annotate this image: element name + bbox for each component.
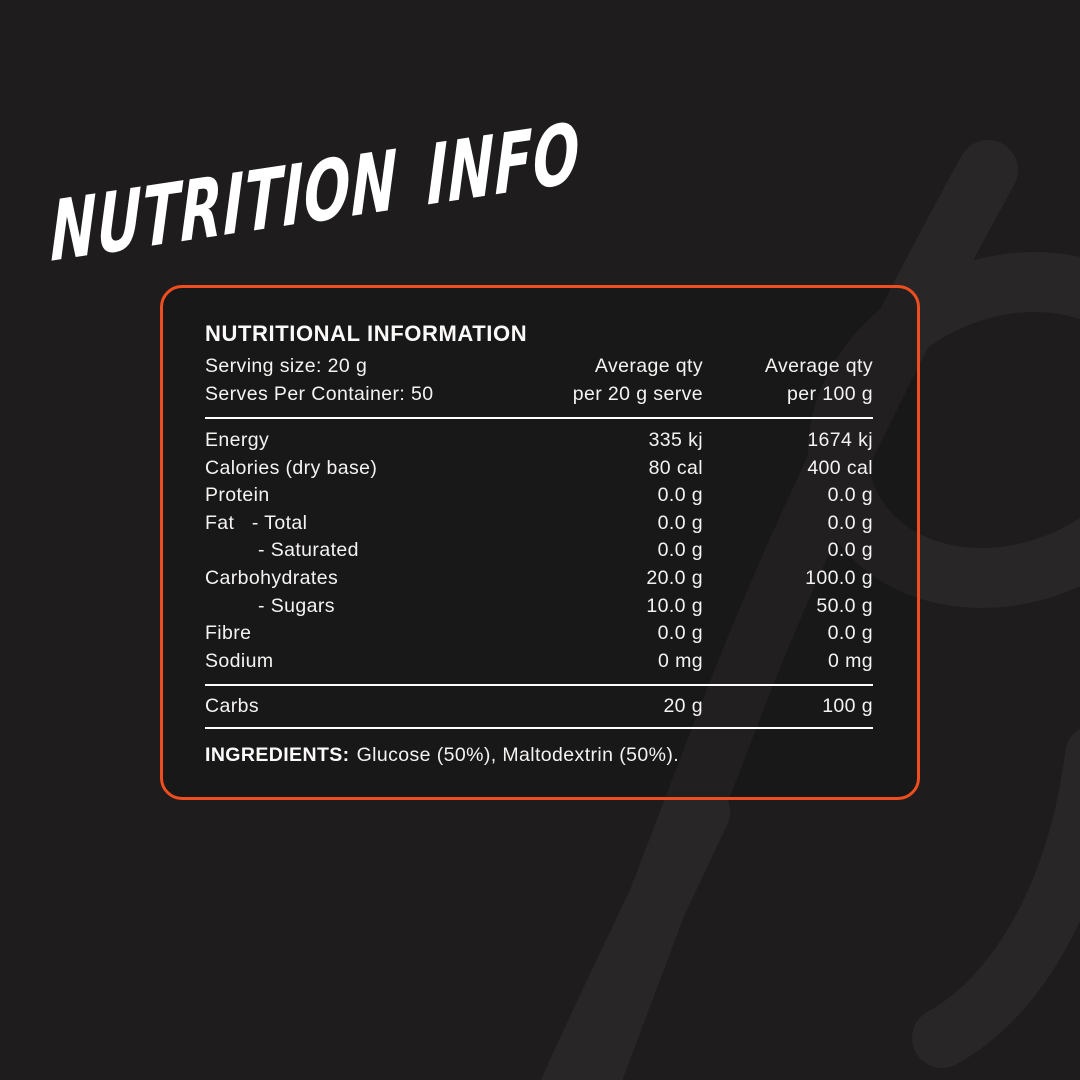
- column-header-per-100g: Average qty per 100 g: [703, 353, 873, 408]
- row-value-per-serve: 0.0 g: [657, 622, 703, 645]
- table-row: Fibre 0.0 g 0.0 g: [205, 620, 873, 648]
- row-value-per-100g: 400 cal: [807, 456, 873, 479]
- row-label: Fibre: [205, 622, 252, 645]
- table-row: Energy 335 kj 1674 kj: [205, 427, 873, 455]
- row-value-per-100g: 100.0 g: [805, 566, 873, 589]
- table-row: Carbohydrates 20.0 g 100.0 g: [205, 565, 873, 593]
- row-value-per-100g: 50.0 g: [816, 594, 873, 617]
- ingredients-line: INGREDIENTS: Glucose (50%), Maltodextrin …: [205, 742, 873, 768]
- summary-row: Carbs 20 g 100 g: [205, 686, 873, 727]
- row-label: - Saturated: [258, 539, 359, 562]
- serving-size-text: Serving size: 20 g: [205, 355, 368, 377]
- row-value-per-serve: 0 mg: [658, 649, 703, 672]
- row-value-per-100g: 0.0 g: [827, 511, 873, 534]
- row-value-per-100g: 0 mg: [828, 649, 873, 672]
- table-row: Fat - Total 0.0 g 0.0 g: [205, 510, 873, 538]
- serving-info: Serving size: 20 g Serves Per Container:…: [205, 353, 553, 408]
- summary-value-per-serve: 20 g: [663, 695, 703, 718]
- panel-subheader: Serving size: 20 g Serves Per Container:…: [205, 353, 873, 408]
- table-row: - Sugars 10.0 g 50.0 g: [205, 593, 873, 621]
- row-value-per-serve: 10.0 g: [646, 594, 703, 617]
- row-value-per-serve: 335 kj: [648, 429, 703, 451]
- divider: [205, 684, 873, 687]
- divider: [205, 727, 873, 730]
- per-serve-header-line1: Average qty: [594, 355, 703, 377]
- row-value-per-serve: 0.0 g: [657, 484, 703, 507]
- row-value-per-100g: 0.0 g: [827, 622, 873, 645]
- row-label: Sodium: [205, 649, 274, 672]
- row-value-per-100g: 1674 kj: [807, 429, 873, 451]
- divider: [205, 417, 873, 419]
- panel-heading: NUTRITIONAL INFORMATION: [205, 321, 528, 346]
- row-label: - Sugars: [258, 594, 335, 617]
- table-row: Protein 0.0 g 0.0 g: [205, 482, 873, 510]
- row-label: Protein: [205, 484, 270, 507]
- row-value-per-serve: 20.0 g: [646, 566, 703, 589]
- per-100g-header-line2: per 100 g: [787, 382, 873, 405]
- row-label: Carbohydrates: [205, 566, 339, 589]
- serves-per-container-text: Serves Per Container: 50: [205, 382, 434, 405]
- ingredients-text: Glucose (50%), Maltodextrin (50%).: [356, 744, 680, 767]
- row-value-per-serve: 80 cal: [648, 456, 703, 479]
- row-label: Fat - Total: [205, 511, 308, 534]
- table-row: Sodium 0 mg 0 mg: [205, 648, 873, 676]
- table-row: - Saturated 0.0 g 0.0 g: [205, 537, 873, 565]
- row-value-per-serve: 0.0 g: [657, 511, 703, 534]
- ingredients-label: INGREDIENTS:: [205, 744, 350, 767]
- table-row: Calories (dry base) 80 cal 400 cal: [205, 455, 873, 483]
- row-value-per-100g: 0.0 g: [827, 484, 873, 507]
- row-value-per-100g: 0.0 g: [827, 539, 873, 562]
- per-100g-header-line1: Average qty: [764, 355, 873, 377]
- nutrition-panel: NUTRITIONAL INFORMATION Serving size: 20…: [160, 285, 920, 800]
- nutrition-table: Energy 335 kj 1674 kj Calories (dry base…: [205, 427, 873, 675]
- per-serve-header-line2: per 20 g serve: [572, 382, 703, 405]
- column-header-per-serve: Average qty per 20 g serve: [553, 353, 703, 408]
- summary-value-per-100g: 100 g: [822, 695, 873, 718]
- row-value-per-serve: 0.0 g: [657, 539, 703, 562]
- row-label: Energy: [205, 429, 270, 451]
- summary-label: Carbs: [205, 695, 260, 718]
- row-label: Calories (dry base): [205, 456, 378, 479]
